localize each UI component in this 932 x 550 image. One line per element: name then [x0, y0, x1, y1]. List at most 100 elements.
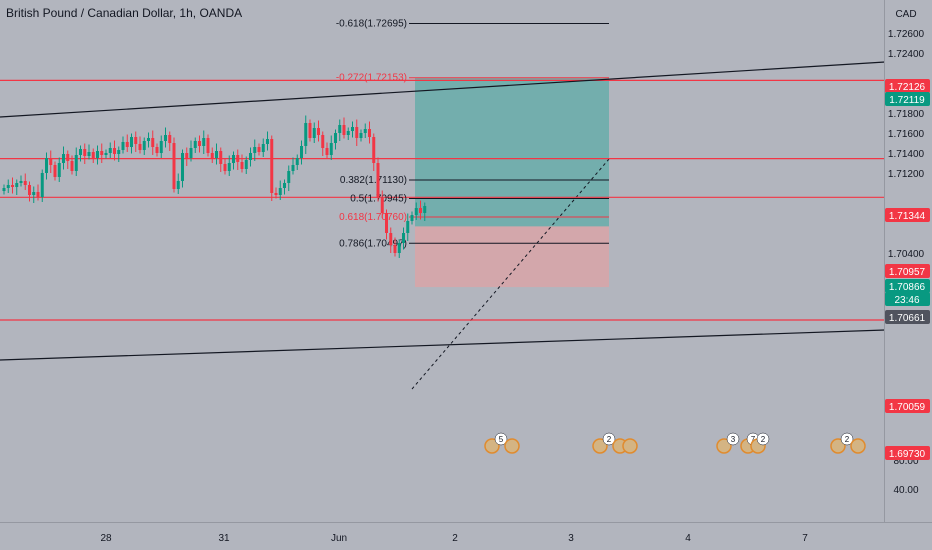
candle-body: [45, 158, 48, 173]
candle-body: [130, 137, 133, 147]
upper-trend-line[interactable]: [0, 61, 886, 118]
price-tag: [885, 446, 930, 460]
candle-body: [334, 133, 337, 143]
candle-body: [295, 158, 299, 165]
countdown-tag: [885, 292, 930, 306]
canada-flag-icon[interactable]: [504, 438, 520, 454]
candle-body: [202, 138, 206, 146]
price-tick-label: 1.72400: [888, 49, 925, 60]
time-tick-label: 3: [568, 533, 574, 544]
loss-zone[interactable]: [415, 226, 609, 288]
candle-body: [406, 221, 410, 233]
candle-body: [419, 208, 422, 213]
candle-body: [181, 153, 184, 181]
event-count-badge[interactable]: [726, 432, 740, 446]
horizontal-levels[interactable]: [0, 79, 885, 321]
chart-title: British Pound / Canadian Dollar, 1h, OAN…: [6, 6, 243, 20]
candle-body: [168, 135, 172, 143]
candle-body: [270, 139, 274, 193]
trend-lines[interactable]: [0, 61, 886, 361]
price-tag: [885, 92, 930, 106]
fib-level-label: 0.618(1.70760): [339, 212, 407, 223]
fib-level-label: 0.786(1.70497): [339, 238, 407, 249]
price-tags: 1.72126 1.72119 1.71344 1.70957 1.70866 1.706…: [885, 79, 930, 460]
event-count-badge[interactable]: [840, 432, 854, 446]
candle-body: [253, 147, 257, 153]
fib-levels[interactable]: -0.618(1.72695) -0.272(1.72153) 0.382(1.71…: [336, 19, 609, 250]
candle-body: [40, 173, 44, 197]
candle-body: [312, 128, 316, 138]
event-count-badge[interactable]: [494, 432, 508, 446]
candle-body: [291, 165, 295, 171]
countdown-label: 23:46: [894, 295, 919, 306]
canada-flag-icon[interactable]: [622, 438, 638, 454]
candle-body: [6, 185, 10, 188]
position-zones[interactable]: [411, 77, 610, 390]
time-tick-label: 2: [452, 533, 458, 544]
candle-body: [57, 163, 61, 177]
event-count-label: 5: [499, 435, 504, 444]
candle-body: [151, 138, 155, 147]
price-tick-label: 1.70400: [888, 249, 925, 260]
candle-body: [414, 208, 418, 215]
uk-flag-icon[interactable]: [850, 438, 866, 454]
candle-body: [346, 131, 350, 135]
event-count-badge[interactable]: [756, 432, 770, 446]
candle-body: [304, 123, 308, 146]
price-tag-label: 1.70059: [889, 402, 926, 413]
price-tag: [885, 279, 930, 293]
fib-level-label: 0.382(1.71130): [340, 175, 407, 186]
price-tick-label: 1.71400: [888, 149, 925, 160]
candle-body: [108, 148, 112, 153]
candle-body: [125, 142, 129, 147]
candle-body: [134, 137, 138, 144]
uk-flag-icon[interactable]: [716, 438, 732, 454]
candle-body: [19, 181, 23, 183]
candle-body: [223, 164, 227, 171]
candle-body: [164, 135, 167, 141]
candle-body: [138, 144, 142, 150]
price-tag: [885, 79, 930, 93]
candle-body: [278, 188, 282, 195]
candle-body: [325, 148, 329, 155]
candle-body: [338, 125, 342, 133]
candle-body: [210, 153, 214, 158]
lower-trend-line[interactable]: [0, 329, 886, 361]
candle-body: [23, 181, 27, 185]
price-tag-label: 1.72119: [889, 95, 925, 106]
fib-level-label: -0.618(1.72695): [336, 19, 407, 30]
candle-body: [96, 151, 99, 158]
price-tag-label: 1.70661: [889, 313, 926, 324]
candle-body: [87, 152, 91, 156]
candle-body: [147, 138, 150, 141]
time-tick-label: 31: [218, 533, 230, 544]
price-tag-label: 1.71344: [889, 211, 926, 222]
time-ticks: 28 31 Jun 2 3 4 7: [100, 533, 808, 544]
uk-flag-icon[interactable]: [592, 438, 608, 454]
candle-body: [287, 171, 291, 183]
candle-body: [423, 206, 427, 213]
profit-zone[interactable]: [415, 77, 609, 227]
candle-body: [244, 160, 248, 169]
price-tag-label: 1.70957: [889, 267, 926, 278]
candle-body: [70, 161, 74, 171]
candle-body: [376, 163, 380, 198]
candle-body: [236, 155, 240, 162]
candle-body: [219, 151, 223, 164]
candle-body: [142, 141, 146, 150]
candle-body: [215, 151, 218, 158]
candle-body: [62, 154, 65, 163]
event-count-badge[interactable]: [602, 432, 616, 446]
event-count-label: 2: [761, 435, 766, 444]
candle-body: [389, 233, 393, 245]
candle-body: [176, 181, 180, 189]
fib-level-label: -0.272(1.72153): [336, 73, 407, 84]
price-tag: [885, 208, 930, 222]
uk-flag-icon[interactable]: [830, 438, 846, 454]
fib-level-label: 0.5(1.70945): [350, 194, 407, 205]
candle-body: [274, 193, 278, 195]
candle-body: [83, 149, 87, 156]
uk-flag-icon[interactable]: [484, 438, 500, 454]
